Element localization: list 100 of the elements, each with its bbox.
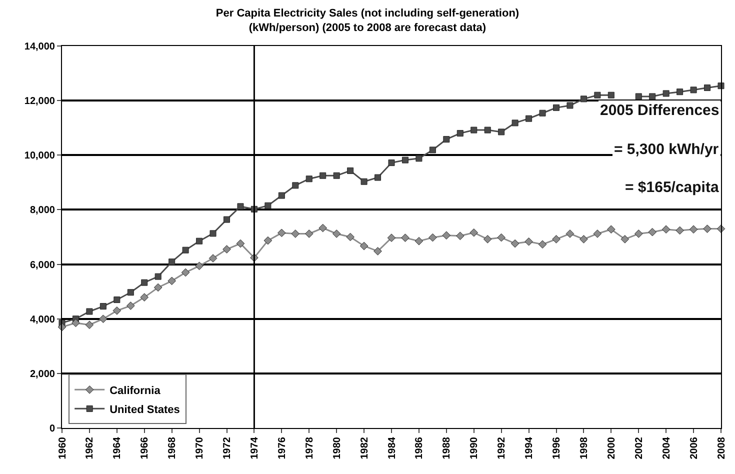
point [208, 254, 218, 262]
point [360, 178, 368, 185]
point [442, 231, 451, 240]
point [181, 268, 190, 277]
y-tick-label: 14,000 [24, 42, 56, 52]
point [99, 314, 108, 324]
x-tick-label: 1968 [167, 436, 178, 460]
x-tick-label: 2000 [606, 436, 618, 460]
x-tick-label: 1988 [442, 436, 453, 460]
point [704, 84, 711, 91]
point [291, 230, 300, 238]
point [86, 308, 93, 315]
point [635, 93, 642, 100]
point [237, 203, 244, 210]
point [292, 182, 299, 189]
chart-subtitle: (kWh/person) (2005 to 2008 are forecast data) [248, 22, 486, 34]
x-tick-label: 1978 [304, 436, 316, 460]
point [210, 230, 216, 237]
point [676, 226, 684, 235]
x-tick-label: 1982 [359, 436, 370, 460]
point [140, 293, 149, 302]
point [689, 225, 698, 234]
point [114, 296, 120, 304]
point [498, 128, 505, 136]
point [333, 172, 340, 179]
y-tick-label: 10,000 [24, 150, 56, 162]
point [608, 92, 614, 98]
point [470, 228, 478, 237]
point [484, 126, 491, 134]
point [304, 230, 314, 238]
point [154, 283, 162, 292]
point [332, 230, 341, 238]
point [470, 126, 478, 134]
point [387, 234, 396, 242]
point [182, 246, 189, 254]
point [306, 176, 312, 182]
x-tick-label: 2004 [661, 436, 672, 460]
point [716, 224, 726, 233]
point [648, 228, 656, 236]
x-tick-label: 1970 [194, 436, 206, 460]
point [512, 120, 518, 126]
point [594, 92, 601, 98]
annotation: = 5,300 kWh/yr [614, 141, 719, 158]
point [443, 136, 450, 143]
y-tick-label: 2,000 [30, 368, 56, 380]
point [703, 224, 712, 233]
point [429, 146, 436, 154]
point [195, 262, 204, 270]
point [456, 130, 464, 137]
point [278, 192, 285, 199]
annotation: 2005 Differences [600, 102, 720, 119]
point [222, 245, 231, 254]
point [566, 230, 574, 238]
point [168, 258, 176, 266]
point [141, 279, 148, 286]
point [662, 90, 670, 97]
x-tick-label: 1974 [249, 436, 260, 460]
x-tick-label: 1966 [140, 436, 151, 460]
point [360, 242, 368, 250]
x-tick-label: 1964 [112, 436, 124, 460]
point [690, 86, 697, 94]
point [676, 88, 684, 96]
point [388, 160, 395, 166]
point [100, 303, 106, 310]
point [127, 289, 134, 296]
point [593, 230, 602, 238]
point [320, 172, 326, 179]
x-tick-label: 2008 [716, 436, 728, 460]
annotation: = $165/capita [625, 179, 720, 196]
point [539, 110, 546, 116]
point [566, 102, 574, 109]
point [126, 302, 135, 310]
x-tick-label: 1984 [386, 436, 398, 460]
x-tick-label: 1996 [552, 436, 562, 460]
point [264, 236, 272, 245]
y-tick-label: 8,000 [30, 205, 56, 216]
x-tick-label: 1980 [332, 436, 343, 460]
point [483, 235, 492, 244]
point [662, 225, 670, 234]
y-tick-label: 12,000 [24, 96, 56, 108]
legend-label: United States [110, 404, 180, 416]
point [634, 230, 643, 238]
point [224, 216, 230, 223]
point [112, 306, 122, 315]
x-tick-label: 1998 [578, 436, 590, 460]
x-tick-label: 1992 [496, 436, 508, 460]
x-tick-label: 1972 [222, 436, 233, 460]
point [236, 239, 245, 248]
point [456, 232, 464, 240]
point [580, 96, 587, 102]
y-tick-label: 6,000 [30, 260, 56, 271]
point [524, 237, 533, 246]
point [347, 167, 354, 174]
point [620, 235, 630, 244]
point [510, 239, 520, 248]
x-tick-label: 1990 [469, 436, 480, 460]
point [526, 115, 532, 122]
point [72, 318, 80, 328]
chart-title: Per Capita Electricity Sales (not including self-generation) [216, 8, 520, 20]
legend-label: California [110, 384, 162, 397]
